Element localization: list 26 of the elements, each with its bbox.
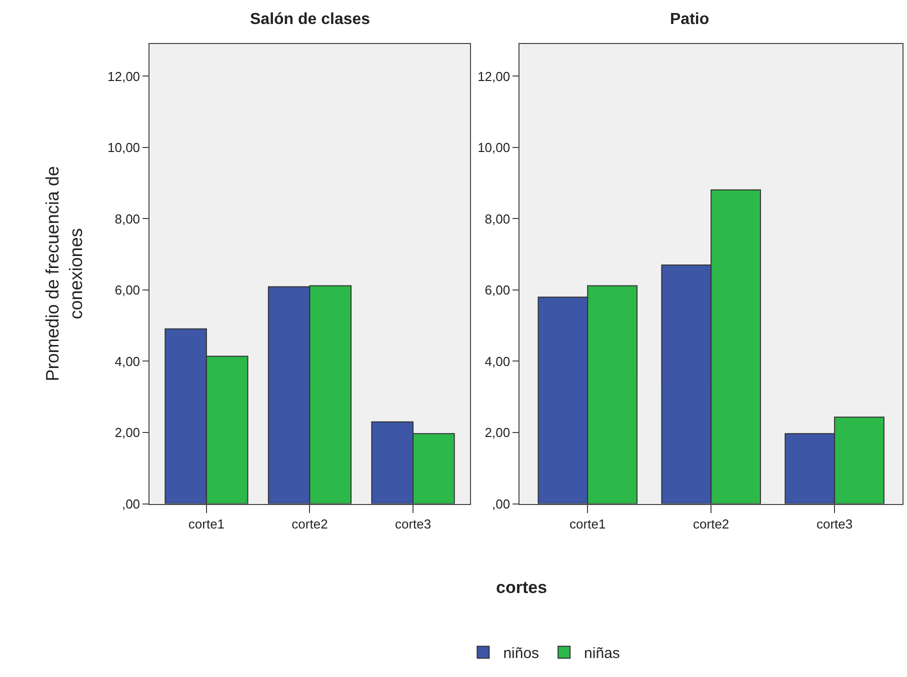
y-tick-label: 10,00	[108, 140, 140, 156]
y-tick-label: 12,00	[478, 68, 510, 84]
x-tick-label: corte1	[570, 516, 606, 532]
y-tick-label: ,00	[122, 496, 140, 512]
y-tick-label: 4,00	[484, 354, 510, 369]
y-tick-label: 6,00	[114, 282, 140, 298]
x-axis-title: cortes	[496, 578, 548, 597]
x-tick-label: corte2	[693, 516, 730, 532]
y-tick-label: 6,00	[484, 282, 510, 298]
y-tick-label: 4,00	[114, 354, 140, 369]
chart-title: Patio	[670, 11, 710, 28]
x-tick-label: corte1	[188, 516, 225, 532]
y-tick-label: 2,00	[114, 425, 140, 440]
y-tick-label: 8,00	[114, 211, 140, 226]
legend-label: niños	[503, 645, 540, 662]
y-axis-title: Promedio de frecuencia de conexiones	[42, 166, 86, 382]
x-tick-label: corte3	[816, 516, 853, 532]
legend-label: niñas	[584, 645, 620, 662]
x-tick-label: corte2	[292, 516, 328, 532]
y-tick-label: 2,00	[484, 425, 510, 440]
x-tick-label: corte3	[394, 516, 432, 532]
y-tick-label: ,00	[492, 496, 510, 512]
y-tick-label: 12,00	[108, 68, 140, 84]
y-tick-label: 10,00	[478, 140, 510, 156]
chart-title: Salón de clases	[250, 11, 370, 28]
y-tick-label: 8,00	[484, 211, 510, 226]
